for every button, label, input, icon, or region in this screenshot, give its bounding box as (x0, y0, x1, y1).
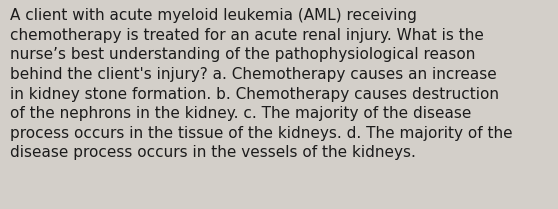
Text: A client with acute myeloid leukemia (AML) receiving
chemotherapy is treated for: A client with acute myeloid leukemia (AM… (10, 8, 513, 160)
